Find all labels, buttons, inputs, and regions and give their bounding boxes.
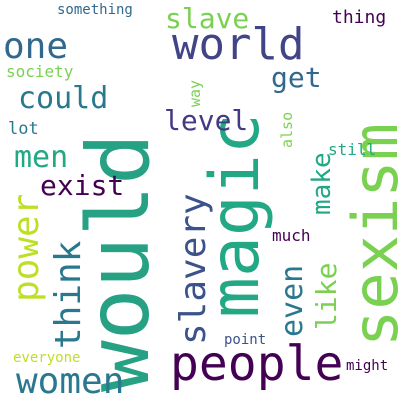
word-people: people (170, 336, 343, 392)
word-think: think (48, 240, 89, 349)
word-magic: magic (196, 113, 275, 318)
word-might: might (346, 358, 388, 374)
word-still: still (328, 140, 376, 159)
word-could: could (18, 81, 108, 116)
word-world: world (172, 19, 304, 70)
word-lot: lot (8, 119, 39, 139)
word-men: men (14, 140, 68, 175)
word-society: society (6, 62, 74, 81)
word-something: something (57, 2, 133, 18)
word-also: also (278, 112, 296, 148)
word-level: level (164, 104, 248, 137)
word-one: one (3, 26, 68, 67)
word-sexism: sexism (339, 123, 400, 347)
word-slavery: slavery (173, 193, 214, 345)
word-like: like (310, 263, 343, 330)
word-would: would (69, 133, 169, 392)
word-power: power (6, 194, 47, 302)
word-exist: exist (40, 169, 124, 202)
word-everyone: everyone (13, 350, 80, 366)
word-even: even (275, 265, 310, 337)
word-women: women (16, 361, 124, 400)
word-thing: thing (332, 7, 386, 28)
word-slave: slave (165, 2, 249, 35)
word-get: get (271, 61, 322, 94)
word-much: much (272, 226, 311, 245)
word-point: point (224, 332, 266, 348)
word-make: make (307, 152, 337, 215)
word-way: way (186, 80, 204, 107)
